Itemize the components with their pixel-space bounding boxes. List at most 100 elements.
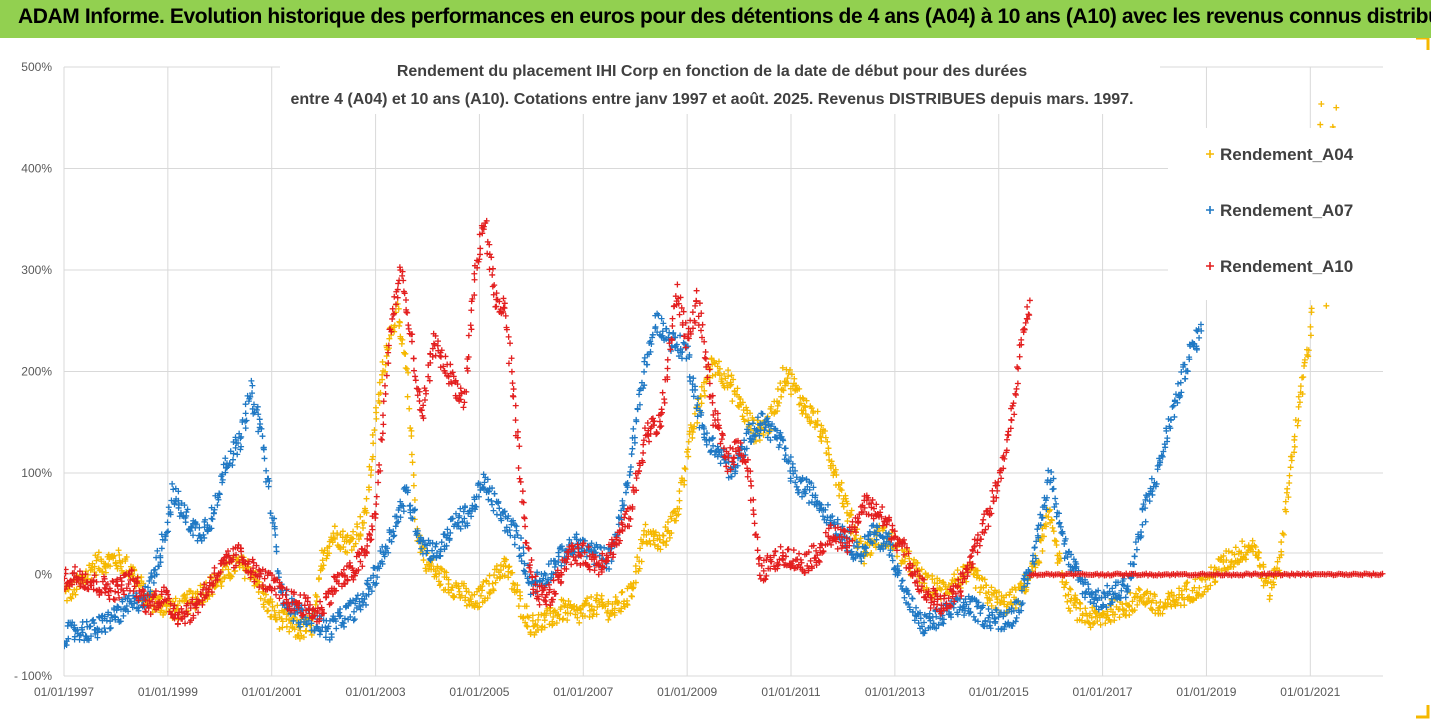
- point-Rendement_A04: [668, 530, 675, 537]
- point-Rendement_A04: [618, 605, 625, 612]
- point-Rendement_A04: [436, 570, 443, 577]
- point-Rendement_A04: [594, 592, 601, 599]
- point-Rendement_A04: [576, 619, 583, 626]
- point-Rendement_A04: [564, 617, 571, 624]
- point-Rendement_A04: [1149, 597, 1156, 604]
- point-Rendement_A04: [593, 611, 600, 618]
- point-Rendement_A04: [445, 576, 452, 583]
- point-Rendement_A04: [554, 612, 561, 619]
- point-Rendement_A04: [1236, 559, 1243, 566]
- point-Rendement_A04: [1076, 599, 1083, 606]
- point-Rendement_A04: [1039, 547, 1046, 554]
- point-Rendement_A04: [1287, 464, 1294, 471]
- point-Rendement_A04: [410, 482, 417, 489]
- point-Rendement_A04: [777, 380, 784, 387]
- point-Rendement_A04: [715, 358, 722, 365]
- point-Rendement_A04: [844, 518, 851, 525]
- y-tick-label: 100%: [21, 466, 52, 480]
- point-Rendement_A04: [664, 519, 671, 526]
- point-Rendement_A04: [577, 610, 584, 617]
- point-Rendement_A04: [1126, 603, 1133, 610]
- point-Rendement_A04: [1282, 498, 1289, 505]
- point-Rendement_A04: [1220, 558, 1227, 565]
- title-banner: ADAM Informe. Evolution historique des p…: [0, 0, 1431, 38]
- point-Rendement_A04: [502, 556, 509, 563]
- point-Rendement_A04: [703, 378, 710, 385]
- point-Rendement_A04: [555, 611, 562, 618]
- point-Rendement_A04: [408, 451, 415, 458]
- point-Rendement_A04: [463, 602, 470, 609]
- point-Rendement_A04: [906, 555, 913, 562]
- point-Rendement_A04: [1029, 568, 1036, 575]
- point-Rendement_A04: [1123, 607, 1130, 614]
- point-Rendement_A04: [232, 567, 239, 574]
- point-Rendement_A04: [628, 593, 635, 600]
- point-Rendement_A04: [543, 612, 550, 619]
- banner-title: ADAM Informe. Evolution historique des p…: [18, 5, 1431, 28]
- point-Rendement_A04: [140, 580, 147, 587]
- point-Rendement_A04: [550, 613, 557, 620]
- point-Rendement_A04: [725, 373, 732, 380]
- point-Rendement_A04: [1268, 584, 1275, 591]
- point-Rendement_A04: [360, 519, 367, 526]
- point-Rendement_A04: [660, 539, 667, 546]
- x-tick-label: 01/01/2011: [761, 685, 820, 699]
- point-Rendement_A04: [129, 572, 136, 579]
- point-Rendement_A04: [279, 618, 286, 625]
- point-Rendement_A04: [376, 399, 383, 406]
- point-Rendement_A04: [218, 578, 225, 585]
- point-Rendement_A04: [1087, 610, 1094, 617]
- point-Rendement_A04: [1307, 323, 1314, 330]
- point-Rendement_A04: [402, 365, 409, 372]
- point-Rendement_A04: [360, 525, 367, 532]
- point-Rendement_A04: [808, 405, 815, 412]
- point-Rendement_A04: [1264, 580, 1271, 587]
- point-Rendement_A04: [172, 595, 179, 602]
- point-Rendement_A04: [206, 585, 213, 592]
- point-Rendement_A04: [525, 614, 532, 621]
- point-Rendement_A04: [800, 407, 807, 414]
- y-axis-ticks: 500%400%300%200%100%0%- 100%: [14, 60, 52, 683]
- point-Rendement_A04: [291, 614, 298, 621]
- point-Rendement_A04: [312, 601, 319, 608]
- point-Rendement_A04: [800, 396, 807, 403]
- point-Rendement_A04: [409, 459, 416, 466]
- point-Rendement_A04: [538, 626, 545, 633]
- point-Rendement_A04: [517, 595, 524, 602]
- point-Rendement_A04: [1286, 479, 1293, 486]
- point-Rendement_A04: [778, 393, 785, 400]
- y-tick-label: 200%: [21, 365, 52, 379]
- point-Rendement_A04: [572, 611, 579, 618]
- point-Rendement_A04: [1082, 605, 1089, 612]
- point-Rendement_A04: [451, 593, 458, 600]
- point-Rendement_A04: [779, 364, 786, 371]
- chart-title-line2: entre 4 (A04) et 10 ans (A10). Cotations…: [291, 91, 1134, 108]
- point-Rendement_A04: [821, 427, 828, 434]
- x-tick-label: 01/01/2021: [1280, 685, 1340, 699]
- point-Rendement_A04: [936, 577, 943, 584]
- point-Rendement_A04: [729, 398, 736, 405]
- point-Rendement_A04: [1232, 544, 1239, 551]
- point-Rendement_A04: [403, 365, 410, 372]
- point-Rendement_A04: [547, 610, 554, 617]
- point-Rendement_A04: [1170, 592, 1177, 599]
- point-Rendement_A04: [676, 505, 683, 512]
- point-Rendement_A04: [68, 595, 75, 602]
- point-Rendement_A04: [553, 620, 560, 627]
- point-Rendement_A04: [716, 372, 723, 379]
- point-Rendement_A04: [1231, 560, 1238, 567]
- y-tick-label: 0%: [35, 568, 53, 582]
- point-Rendement_A04: [1274, 558, 1281, 565]
- point-Rendement_A04: [1181, 583, 1188, 590]
- point-Rendement_A04: [1304, 351, 1311, 358]
- point-Rendement_A04: [456, 588, 463, 595]
- point-Rendement_A07: [71, 633, 78, 640]
- point-Rendement_A04: [872, 541, 879, 548]
- point-Rendement_A04: [1065, 591, 1072, 598]
- point-Rendement_A04: [357, 531, 364, 538]
- point-Rendement_A04: [369, 431, 376, 438]
- point-Rendement_A04: [825, 451, 832, 458]
- point-Rendement_A04: [629, 585, 636, 592]
- point-Rendement_A04: [828, 458, 835, 465]
- point-Rendement_A04: [642, 521, 649, 528]
